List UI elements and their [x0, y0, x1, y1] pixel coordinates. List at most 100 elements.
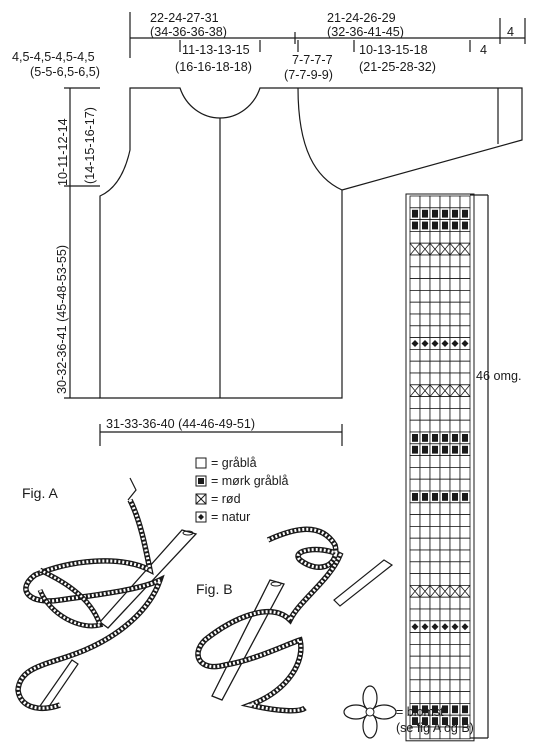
- neck-label: 11-13-13-15: [182, 43, 250, 57]
- chart-cell: [409, 301, 421, 315]
- chart-cell: [409, 254, 421, 268]
- chart-cell-dark: [452, 705, 458, 714]
- chart-cell: [419, 372, 431, 386]
- chart-cell: [459, 596, 471, 610]
- sleeve-length-label-b: (32-36-41-45): [327, 25, 404, 39]
- chart-cell: [439, 455, 451, 468]
- sleeve-mid-label-b: (21-25-28-32): [359, 60, 436, 74]
- chart-cell-dark: [452, 717, 458, 725]
- chart-cell: [429, 313, 441, 327]
- chart-cell: [449, 691, 461, 704]
- chart-cell: [419, 396, 431, 409]
- chart-cell: [459, 632, 471, 645]
- chart-cell: [439, 254, 451, 268]
- chart-cell: [449, 502, 461, 515]
- chart-cell: [449, 407, 461, 421]
- chart-cell: [409, 537, 421, 551]
- chart-cell-cross: [459, 384, 471, 397]
- chart-cell: [459, 360, 471, 374]
- chart-cell-diamond: [411, 623, 419, 631]
- sleeve-cuff-label: 4: [480, 43, 487, 57]
- chart-cell: [419, 254, 431, 268]
- chart-cell: [449, 278, 461, 291]
- chart-cell-diamond: [451, 623, 459, 631]
- chart-cell: [429, 644, 441, 657]
- chart-cell-cross: [409, 384, 421, 397]
- chart-cell: [409, 372, 421, 386]
- chart-cell: [459, 407, 471, 421]
- chart-cell-dark: [422, 221, 428, 230]
- chart-cell: [449, 360, 461, 374]
- chart-cell-dark: [452, 445, 458, 454]
- chart-cell: [449, 679, 461, 692]
- chart-cell-dark: [432, 445, 438, 454]
- chart-cell: [429, 573, 441, 586]
- armhole-label: 10-11-12-14: [56, 118, 70, 186]
- chart-cell-dark: [412, 717, 418, 725]
- chart-cell: [449, 466, 461, 480]
- chart-cell: [429, 254, 441, 268]
- chart-cell: [449, 419, 461, 433]
- chart-cell: [429, 419, 441, 433]
- top-dimension-labels: 22-24-27-31 (34-36-36-38) 21-24-26-29 (3…: [12, 11, 514, 82]
- chart-cell: [419, 301, 431, 315]
- body-length-label: 30-32-36-41 (45-48-53-55): [55, 245, 69, 394]
- chart-cell: [429, 396, 441, 409]
- chart-cell: [449, 573, 461, 586]
- chart-cell-dark: [442, 221, 448, 230]
- chart-cell: [409, 325, 421, 338]
- chart-cell-dark: [462, 717, 468, 725]
- chart-cell: [419, 289, 431, 303]
- chart-cell-diamond: [441, 623, 449, 631]
- chart-cell: [449, 195, 461, 209]
- chart-cell: [439, 502, 451, 515]
- upper-arm-label: 7-7-7-7: [292, 53, 333, 67]
- chart-cell-dark: [462, 221, 468, 230]
- chart-cell: [429, 348, 441, 362]
- chart-cell-diamond: [451, 340, 459, 347]
- chart-cell: [459, 537, 471, 551]
- top-dimension-lines: [129, 12, 526, 58]
- neck-label-b: (16-16-18-18): [175, 60, 252, 74]
- chart-cell-dark: [462, 705, 468, 714]
- legend-item-empty: = gråblå: [195, 456, 257, 470]
- chart-cell: [419, 632, 431, 645]
- needle-b-icon: [211, 579, 285, 701]
- width-label: 31-33-36-40 (44-46-49-51): [106, 417, 255, 431]
- chart-cell: [429, 679, 441, 692]
- chart-cell: [409, 561, 421, 574]
- sleeve-length-label: 21-24-26-29: [327, 11, 396, 25]
- chart-cell: [449, 644, 461, 657]
- chart-cell: [449, 289, 461, 303]
- chart-cell: [439, 301, 451, 315]
- chart-cell: [459, 289, 471, 303]
- chart-cell: [449, 608, 461, 622]
- chart-cell: [409, 691, 421, 704]
- chart-cell-diamond: [431, 340, 439, 347]
- chart-cell-diamond: [411, 340, 419, 347]
- chart-cell: [449, 655, 461, 669]
- chart-cell-cross: [449, 242, 461, 256]
- chart-cell: [429, 478, 441, 492]
- color-chart: [405, 193, 475, 742]
- legend-label-graabla: = gråblå: [211, 456, 257, 470]
- armhole-label-b: (14-15-16-17): [83, 107, 97, 184]
- rounds-label: 46 omg.: [476, 369, 522, 383]
- chart-cell: [429, 325, 441, 338]
- chart-cell: [409, 573, 421, 586]
- chart-cell: [409, 455, 421, 468]
- chart-cell: [409, 644, 421, 657]
- chart-cell: [459, 608, 471, 622]
- chart-cell: [429, 667, 441, 681]
- fig-b-label: Fig. B: [196, 581, 233, 597]
- chart-cell: [449, 266, 461, 279]
- chart-cell: [459, 455, 471, 468]
- chart-cell-cross: [459, 242, 471, 256]
- chart-cell: [419, 561, 431, 574]
- chart-cell-diamond: [421, 623, 429, 631]
- chart-cell: [439, 266, 451, 279]
- chart-cell-dark: [432, 493, 438, 501]
- chart-cell: [419, 455, 431, 468]
- chart-cell-cross: [429, 585, 441, 598]
- chart-cell: [439, 526, 451, 539]
